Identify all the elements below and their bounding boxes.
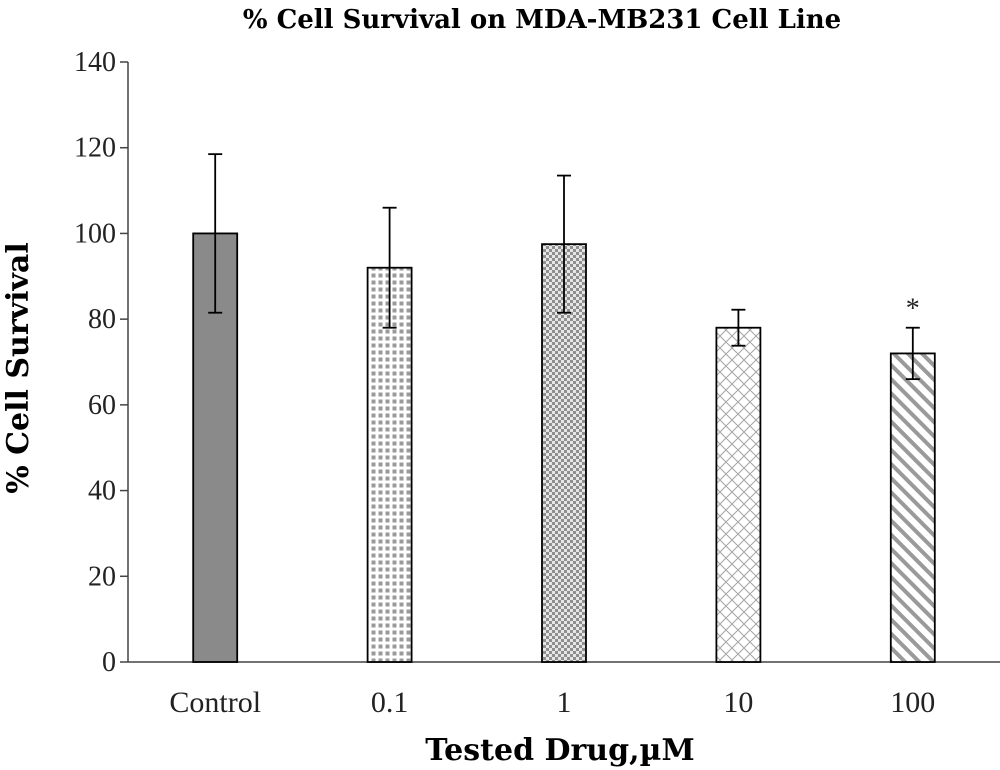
x-axis-title: Tested Drug,µM bbox=[425, 733, 694, 768]
y-tick-label: 0 bbox=[102, 647, 116, 678]
bar-100 bbox=[889, 352, 936, 663]
y-tick-label: 60 bbox=[88, 390, 116, 421]
bar-1 bbox=[541, 243, 587, 663]
x-tick-label: Control bbox=[169, 686, 261, 719]
y-tick-label: 20 bbox=[88, 561, 116, 592]
y-tick-label: 80 bbox=[88, 304, 116, 335]
bar-10 bbox=[715, 326, 762, 663]
x-tick-label: 0.1 bbox=[371, 686, 409, 719]
y-tick-label: 100 bbox=[74, 218, 116, 249]
x-tick-label: 100 bbox=[890, 686, 935, 719]
chart-title: % Cell Survival on MDA-MB231 Cell Line bbox=[243, 5, 841, 35]
y-tick-label: 140 bbox=[74, 47, 116, 78]
x-tick-label: 10 bbox=[723, 686, 753, 719]
labels: 0 20 40 60 80 100 120 140 Control 0.1 1 10 * 100 bbox=[74, 47, 935, 719]
y-tick-label: 120 bbox=[74, 133, 116, 164]
error-bars bbox=[208, 153, 920, 381]
significance-marker: * bbox=[906, 294, 920, 325]
y-axis-title: % Cell Survival bbox=[1, 242, 36, 494]
x-tick-label: 1 bbox=[557, 686, 572, 719]
y-tick-label: 40 bbox=[88, 476, 116, 507]
